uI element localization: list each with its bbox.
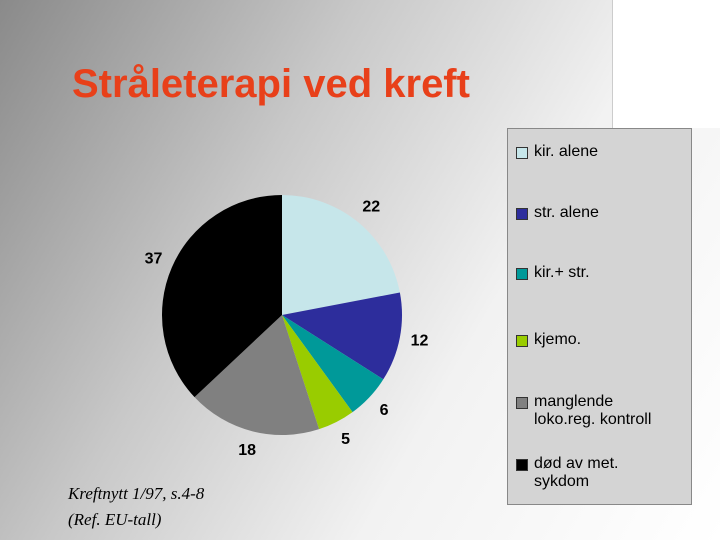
- data-label: 5: [341, 431, 350, 448]
- source-note: Kreftnytt 1/97, s.4-8: [68, 484, 205, 503]
- legend-swatch: [516, 268, 528, 280]
- legend-label: kjemo.: [534, 331, 582, 348]
- legend-label: død av met. sykdom: [534, 455, 619, 490]
- data-label: 6: [380, 402, 389, 419]
- legend: kir. alene str. alene kir.+ str. kjemo. mang…: [507, 128, 692, 505]
- pie-slice: [282, 315, 384, 413]
- legend-swatch: [516, 459, 528, 471]
- legend-entry: kjemo.: [516, 331, 581, 349]
- data-label: 12: [411, 332, 429, 349]
- source-note: (Ref. EU-tall): [68, 510, 162, 529]
- legend-entry: manglende loko.reg. kontroll: [516, 393, 651, 429]
- data-label: 37: [145, 251, 163, 268]
- legend-label: str. alene: [534, 204, 599, 221]
- illustration: [612, 0, 720, 128]
- legend-entry: død av met. sykdom: [516, 455, 618, 491]
- data-label: 22: [362, 198, 380, 215]
- legend-swatch: [516, 208, 528, 220]
- pie-slice: [282, 315, 353, 430]
- data-label: 18: [238, 442, 256, 459]
- legend-label: kir.+ str.: [534, 264, 590, 281]
- legend-swatch: [516, 335, 528, 347]
- legend-label: manglende loko.reg. kontroll: [534, 393, 652, 428]
- legend-label: kir. alene: [534, 143, 599, 160]
- legend-entry: kir.+ str.: [516, 264, 590, 282]
- slide-title: Stråleterapi ved kreft: [72, 62, 470, 106]
- legend-entry: str. alene: [516, 204, 599, 222]
- pie-slice: [282, 292, 402, 380]
- legend-swatch: [516, 147, 528, 159]
- pie-slice: [161, 195, 282, 398]
- pie-slice: [194, 315, 320, 435]
- pie-slice: [282, 195, 400, 315]
- legend-entry: kir. alene: [516, 143, 598, 161]
- legend-swatch: [516, 397, 528, 409]
